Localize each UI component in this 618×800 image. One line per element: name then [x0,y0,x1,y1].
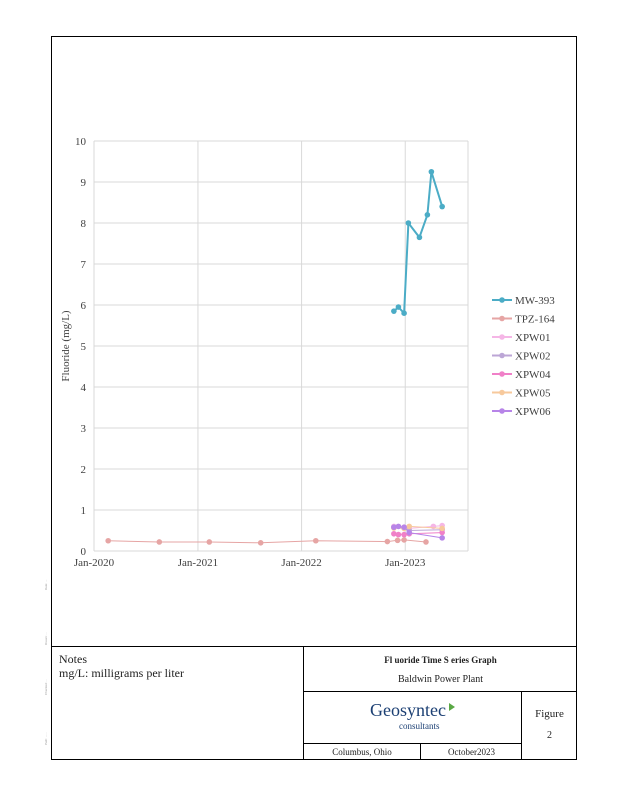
title-block: Fl uoride Time S eries Graph Baldwin Pow… [304,646,577,692]
data-point-xpw04 [395,531,402,538]
y-tick-label: 3 [81,423,87,435]
legend-marker-xpw06 [499,408,505,414]
notes-box: Notes mg/L: milligrams per liter [51,646,304,760]
data-point-xpw04 [391,530,397,537]
data-point-xpw04 [439,529,445,536]
data-point-xpw06 [406,529,413,536]
data-point-tpz-164 [423,539,429,545]
data-point-xpw06 [439,535,445,541]
figure-label: Figure [535,708,564,720]
footer-divider [420,744,421,760]
page-frame [51,36,577,760]
legend-marker-xpw01 [499,334,505,340]
data-point-mw-393 [439,203,445,210]
data-point-mw-393 [401,310,407,316]
x-tick-label: Jan-2020 [74,557,115,569]
data-point-mw-393 [391,308,397,314]
graph-title: Fl uoride Time S eries Graph [384,655,497,665]
legend-marker-xpw04 [499,371,505,377]
data-point-tpz-164 [257,540,264,546]
legend-label-mw-393: MW-393 [515,295,555,307]
data-point-xpw04 [401,531,407,538]
legend-label-xpw06: XPW06 [515,406,551,418]
notes-line: mg/L: milligrams per liter [59,666,184,680]
location: Columbus, Ohio [332,747,392,757]
legend-marker-xpw05 [499,389,505,396]
data-point-mw-393 [416,234,423,241]
series-line-tpz-164 [108,539,427,544]
series-line-mw-393 [393,171,444,316]
y-tick-label: 1 [81,505,87,517]
plant-name: Baldwin Power Plant [398,674,483,685]
y-tick-label: 0 [81,546,87,558]
geosyntec-logo: Geosyntec [370,700,446,720]
y-tick-label: 7 [81,259,87,271]
data-point-mw-393 [428,168,435,175]
legend-label-tpz-164: TPZ-164 [515,314,555,326]
date: October2023 [448,747,495,757]
legend-label-xpw05: XPW05 [515,388,551,400]
y-tick-label: 10 [75,136,87,148]
x-tick-label: Jan-2021 [178,557,218,569]
data-point-tpz-164 [156,539,163,545]
data-point-tpz-164 [384,538,391,545]
notes-title: Notes [59,652,87,666]
legend-label-xpw04: XPW04 [515,369,551,381]
data-point-tpz-164 [401,537,407,543]
legend-label-xpw01: XPW01 [515,332,550,344]
fluoride-chart: 0 1 2 3 4 5 6 7 8 9 10 Jan-2020 Jan-2021 Jan-2022 Jan-… [60,136,555,569]
logo-box: Geosyntec consultants [304,692,522,743]
logo-subtitle: consultants [399,721,440,731]
y-tick-label: 8 [81,218,87,230]
data-point-tpz-164 [206,539,213,545]
legend-marker-xpw02 [499,352,505,359]
y-tick-label: 9 [81,177,87,189]
y-tick-label: 2 [81,464,87,476]
data-point-xpw06 [395,523,402,530]
legend-marker-tpz-164 [499,315,505,322]
data-point-mw-393 [424,212,431,218]
data-point-tpz-164 [105,537,111,544]
data-point-tpz-164 [394,537,401,544]
data-point-xpw05 [406,523,413,530]
data-point-xpw06 [401,524,407,531]
figure-box: Figure 2 [522,692,577,743]
legend-label-xpw02: XPW02 [515,351,550,363]
logo-triangle-icon [449,703,455,711]
footer-row: Columbus, Ohio October2023 [304,743,522,760]
y-axis-label: Fluoride (mg/L) [60,310,72,382]
data-point-tpz-164 [312,537,319,544]
data-point-mw-393 [405,220,412,226]
y-tick-label: 5 [81,341,87,353]
y-tick-label: 6 [81,300,87,312]
y-tick-label: 4 [81,382,87,394]
data-point-mw-393 [395,304,402,310]
x-tick-label: Jan-2022 [281,557,321,569]
figure-number: 2 [547,730,552,741]
legend-marker-mw-393 [499,297,505,303]
data-point-xpw05 [439,525,445,532]
data-point-xpw06 [391,524,397,531]
x-tick-label: Jan-2023 [385,557,426,569]
